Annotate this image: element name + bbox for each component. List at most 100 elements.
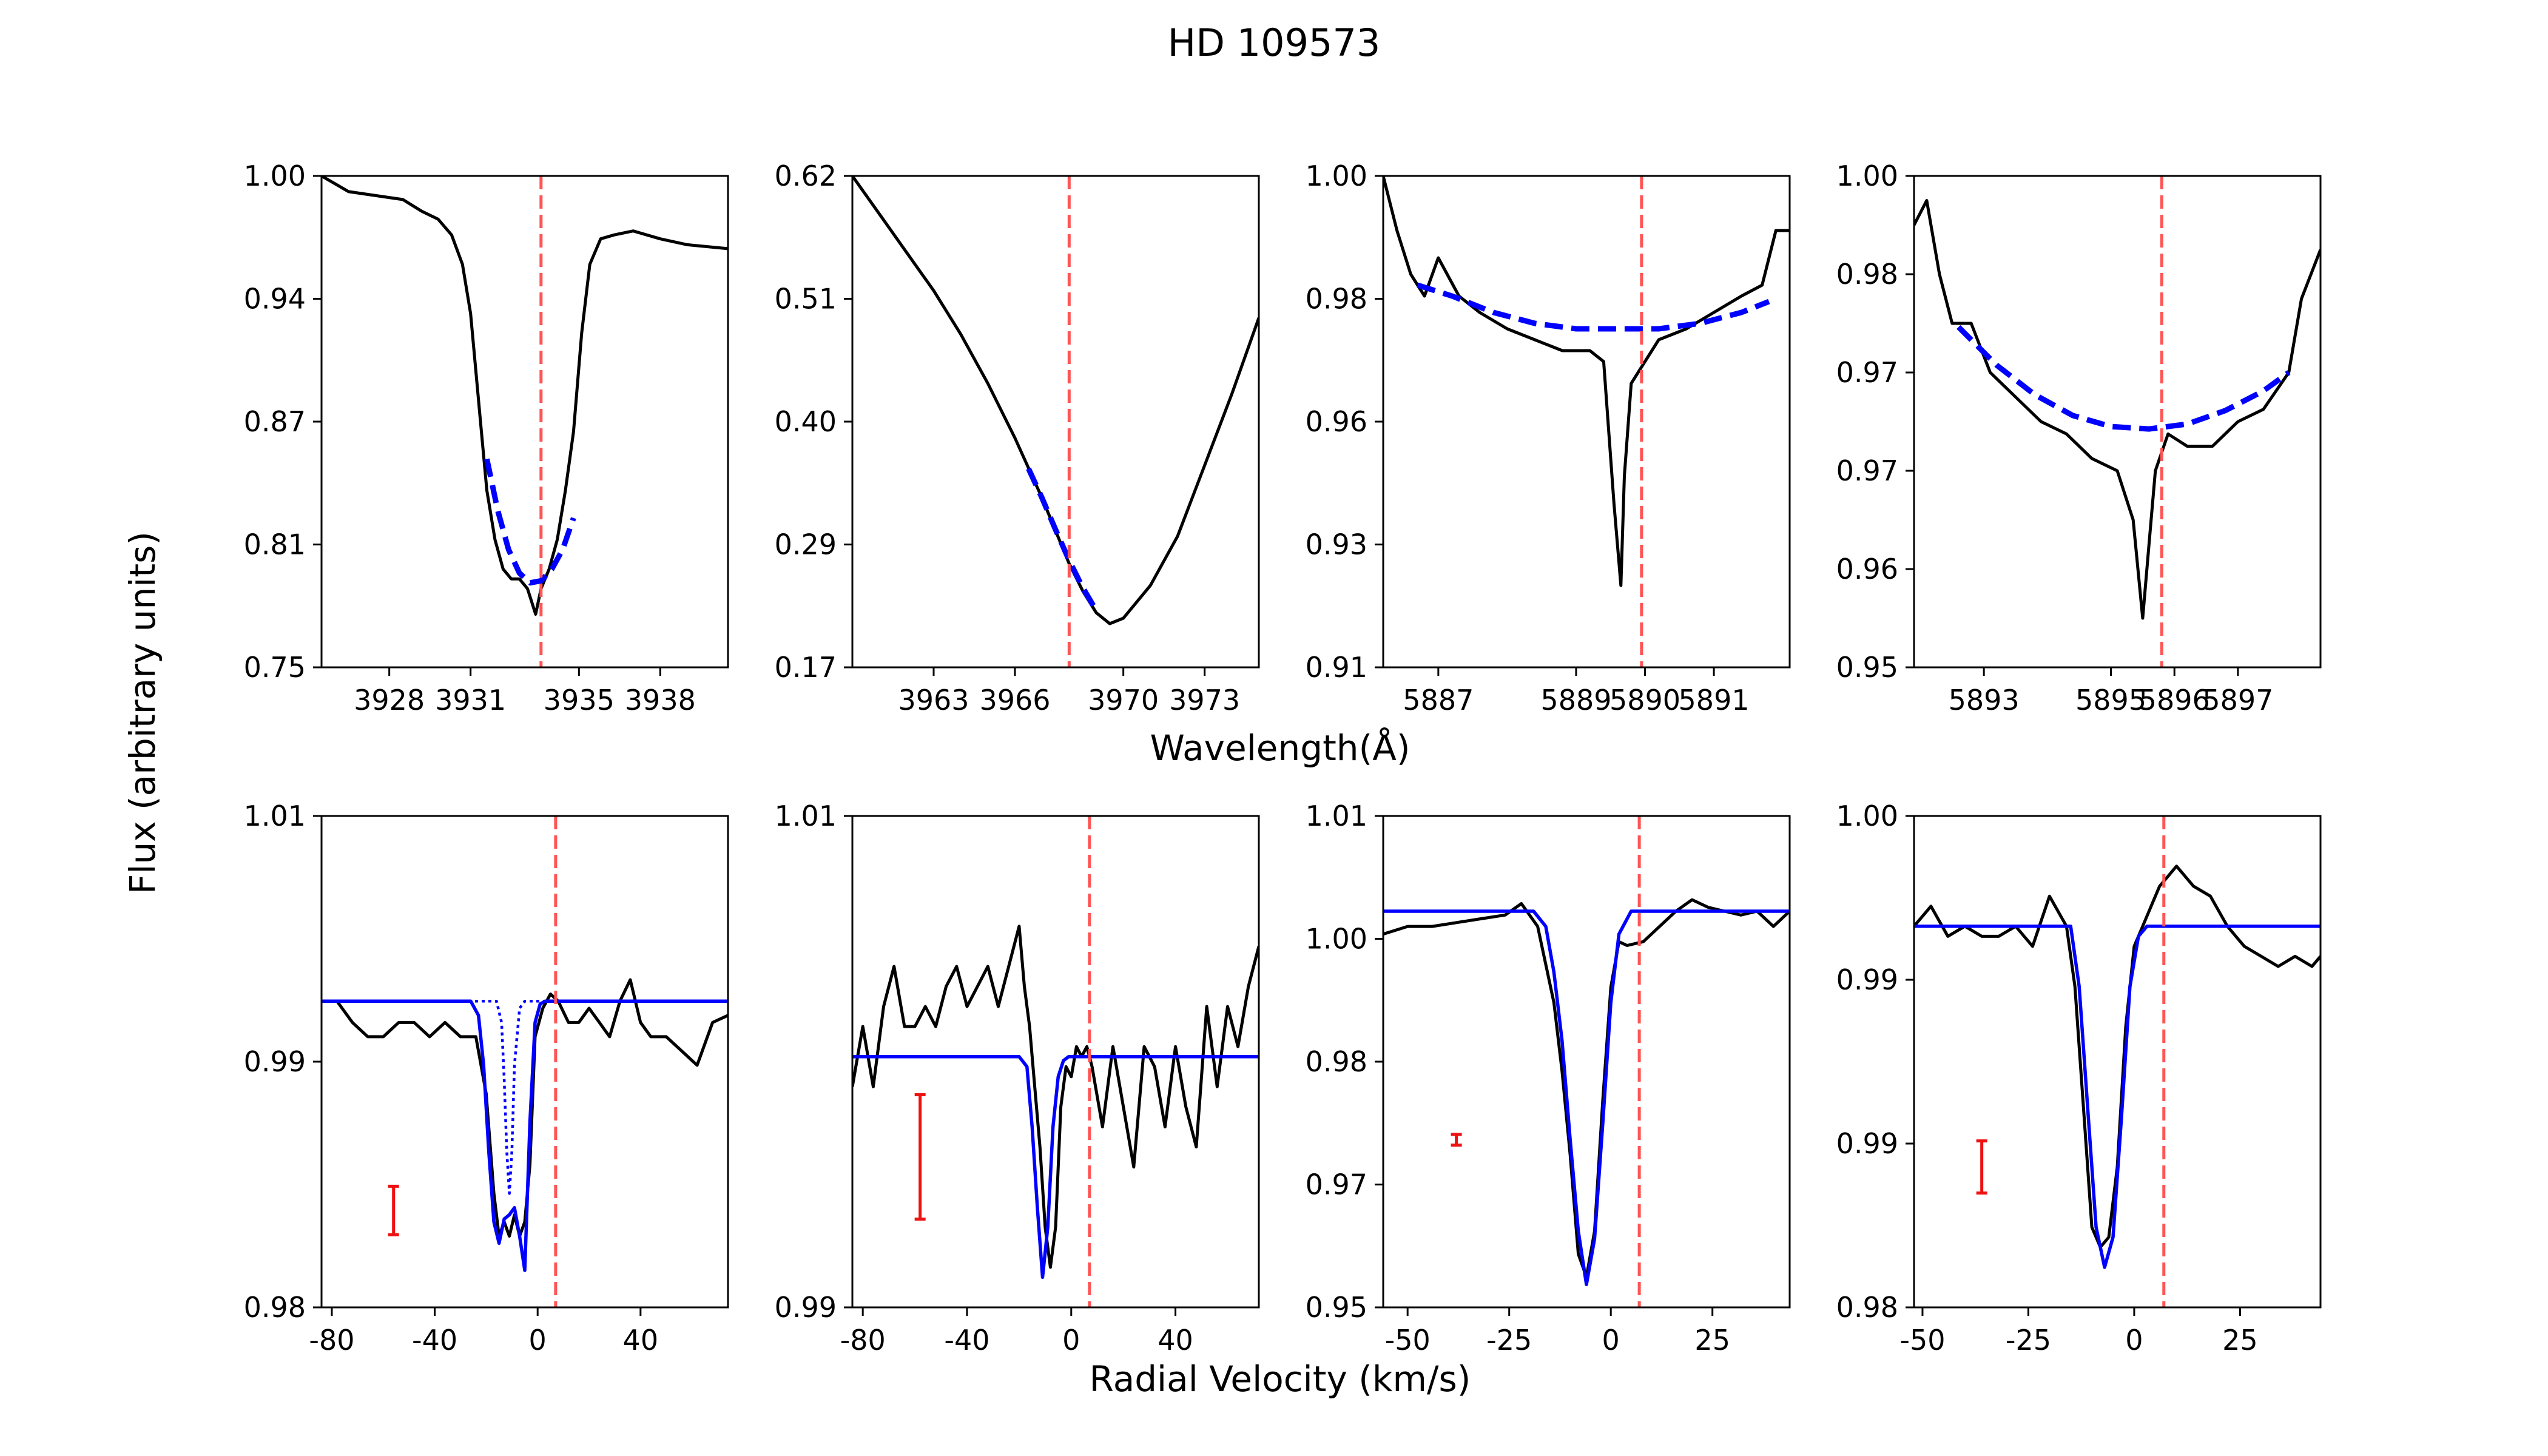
panel-bottom-3-x-tick-label: 0: [1602, 1324, 1620, 1357]
panel-bottom-4-x-tick-label: -25: [2006, 1324, 2051, 1357]
panel-top-2-y-tick-label: 0.29: [775, 528, 837, 561]
figure-title: HD 109573: [1168, 21, 1381, 65]
panel-bottom-3-error-bar: [1451, 1133, 1462, 1147]
panel-top-1-series-spectrum: [322, 176, 728, 616]
panel-bottom-3-y-tick-label: 0.98: [1306, 1045, 1367, 1078]
panel-bottom-3-plot-area: [1383, 816, 1790, 1307]
panel-bottom-3-y-tick-label: 0.95: [1306, 1291, 1367, 1324]
panel-bottom-2-y-tick-label: 1.01: [775, 800, 837, 832]
panel-top-2-x-tick-label: 3963: [898, 684, 969, 716]
panel-top-1-plot-area: [322, 176, 728, 667]
panel-bottom-2-x-tick-label: 40: [1158, 1324, 1193, 1357]
panel-top-4-y-tick-label: 1.00: [1836, 160, 1898, 192]
panel-top-4-y-tick-label: 0.98: [1836, 258, 1898, 291]
panel-top-1-x-tick-label: 3935: [544, 684, 615, 716]
panel-top-3-y-tick-label: 0.98: [1306, 283, 1367, 315]
panel-bottom-4-y-tick-label: 0.98: [1836, 1291, 1898, 1324]
panel-bottom-3-x-tick-label: -25: [1486, 1324, 1532, 1357]
panel-top-3-x-tick-label: 5887: [1403, 684, 1474, 716]
panel-top-2-x-tick-label: 3973: [1169, 684, 1240, 716]
panel-bottom-1-x-tick-label: 0: [529, 1324, 547, 1357]
panel-top-1-y-tick-label: 0.87: [244, 405, 306, 438]
panel-bottom-1-y-tick-label: 0.99: [244, 1045, 306, 1078]
panel-bottom-1-y-tick-label: 1.01: [244, 800, 306, 832]
panel-top-1: 0.75 0.81 0.87 0.94 1.00 3928 3931 3935 3938: [244, 160, 729, 716]
panel-bottom-1-plot-area: [322, 816, 728, 1307]
panel-bottom-1: 0.98 0.99 1.01 -80 -40 0 40: [244, 800, 729, 1357]
panel-bottom-4-x-tick-label: 25: [2222, 1324, 2258, 1357]
panel-top-4-y-tick-label: 0.97: [1836, 356, 1898, 389]
y-axis-title: Flux (arbitrary units): [122, 531, 163, 894]
panel-top-4-series-fit: [1956, 325, 2291, 432]
panel-bottom-2-x-tick-label: -80: [840, 1324, 886, 1357]
panel-top-3-x-tick-label: 5890: [1609, 684, 1680, 716]
panel-bottom-1-x-tick-label: 40: [623, 1324, 659, 1357]
panel-top-4-frame: [1913, 175, 2322, 669]
panel-top-2-plot-area: [852, 176, 1259, 667]
panel-bottom-3-series-fit: [1383, 909, 1790, 1287]
panel-bottom-1-error-bar: [388, 1184, 399, 1236]
panel-bottom-1-series-fit-total: [322, 999, 728, 1272]
panel-bottom-3: 0.95 0.97 0.98 1.00 1.01 -50 -25 0 25: [1306, 800, 1791, 1357]
panel-bottom-1-x-tick-label: -40: [412, 1324, 457, 1357]
panel-bottom-3-x-tick-label: -50: [1385, 1324, 1431, 1357]
panel-top-1-y-tick-label: 1.00: [244, 160, 306, 192]
panel-top-4-x-tick-label: 5893: [1949, 684, 2020, 716]
panel-top-4-series-spectrum: [1914, 199, 2320, 620]
panel-top-4-y-tick-label: 0.97: [1836, 454, 1898, 487]
panel-bottom-3-y-tick-label: 1.00: [1306, 923, 1367, 956]
panel-bottom-2-plot-area: [852, 816, 1259, 1307]
panel-bottom-2-y-tick-label: 0.99: [775, 1291, 837, 1324]
x-axis-title-wavelength: Wavelength(Å): [1150, 727, 1410, 769]
panel-bottom-2: 0.99 1.01 -80 -40 0 40: [775, 800, 1260, 1357]
panel-bottom-4-y-tick-label: 0.99: [1836, 1127, 1898, 1160]
panel-bottom-3-x-tick-label: 25: [1694, 1324, 1730, 1357]
panel-top-1-y-tick-label: 0.75: [244, 651, 306, 684]
panel-top-3-x-tick-label: 5889: [1540, 684, 1611, 716]
panel-top-2-y-tick-label: 0.62: [775, 160, 837, 192]
panel-bottom-2-series-spectrum: [852, 925, 1259, 1269]
panel-top-1-x-tick-label: 3931: [435, 684, 506, 716]
panel-bottom-4-y-tick-label: 0.99: [1836, 963, 1898, 996]
panel-top-3-y-tick-label: 0.91: [1306, 651, 1367, 684]
panel-bottom-2-x-tick-label: 0: [1062, 1324, 1080, 1357]
panel-top-2-y-tick-label: 0.51: [775, 283, 837, 315]
panel-top-2-x-tick-label: 3966: [979, 684, 1050, 716]
panel-bottom-3-y-tick-label: 0.97: [1306, 1168, 1367, 1201]
panel-top-3-series-fit: [1417, 282, 1770, 332]
panel-top-3-series-spectrum: [1383, 176, 1790, 587]
panel-top-3-y-tick-label: 0.93: [1306, 528, 1367, 561]
panel-top-3-x-tick-label: 5891: [1679, 684, 1750, 716]
panel-top-1-x-tick-label: 3938: [625, 684, 696, 716]
panel-bottom-4-series-fit: [1914, 925, 2320, 1269]
panel-top-4-x-tick-label: 5896: [2139, 684, 2210, 716]
panel-bottom-3-y-tick-label: 1.01: [1306, 800, 1367, 832]
panel-top-4-plot-area: [1914, 176, 2320, 667]
panel-top-4-y-tick-label: 0.96: [1836, 553, 1898, 585]
panel-top-1-x-tick-label: 3928: [354, 684, 425, 716]
panel-top-4-x-tick-label: 5895: [2075, 684, 2146, 716]
panel-bottom-2-frame: [851, 815, 1260, 1309]
panel-bottom-1-x-tick-label: -80: [309, 1324, 354, 1357]
panel-bottom-1-series-fit-component: [322, 999, 728, 1195]
panel-bottom-2-series-fit: [852, 1054, 1259, 1279]
panel-bottom-4-x-tick-label: -50: [1899, 1324, 1945, 1357]
panel-top-2-x-tick-label: 3970: [1088, 684, 1159, 716]
panel-top-1-y-tick-label: 0.94: [244, 283, 306, 315]
panel-bottom-4-frame: [1913, 815, 2322, 1309]
panel-top-1-y-tick-label: 0.81: [244, 528, 306, 561]
panel-bottom-1-y-tick-label: 0.98: [244, 1291, 306, 1324]
panel-top-2-series-fit: [1026, 467, 1099, 612]
panel-top-4-y-tick-label: 0.95: [1836, 651, 1898, 684]
panel-bottom-2-x-tick-label: -40: [944, 1324, 989, 1357]
panel-top-2-series-spectrum: [852, 176, 1259, 625]
panel-bottom-2-error-bar: [914, 1093, 926, 1221]
panel-top-2-y-tick-label: 0.17: [775, 651, 837, 684]
panel-bottom-4-y-tick-label: 1.00: [1836, 800, 1898, 832]
panel-bottom-4: 0.98 0.99 0.99 1.00 -50 -25 0 25: [1836, 800, 2322, 1357]
panel-top-3-plot-area: [1383, 176, 1790, 667]
